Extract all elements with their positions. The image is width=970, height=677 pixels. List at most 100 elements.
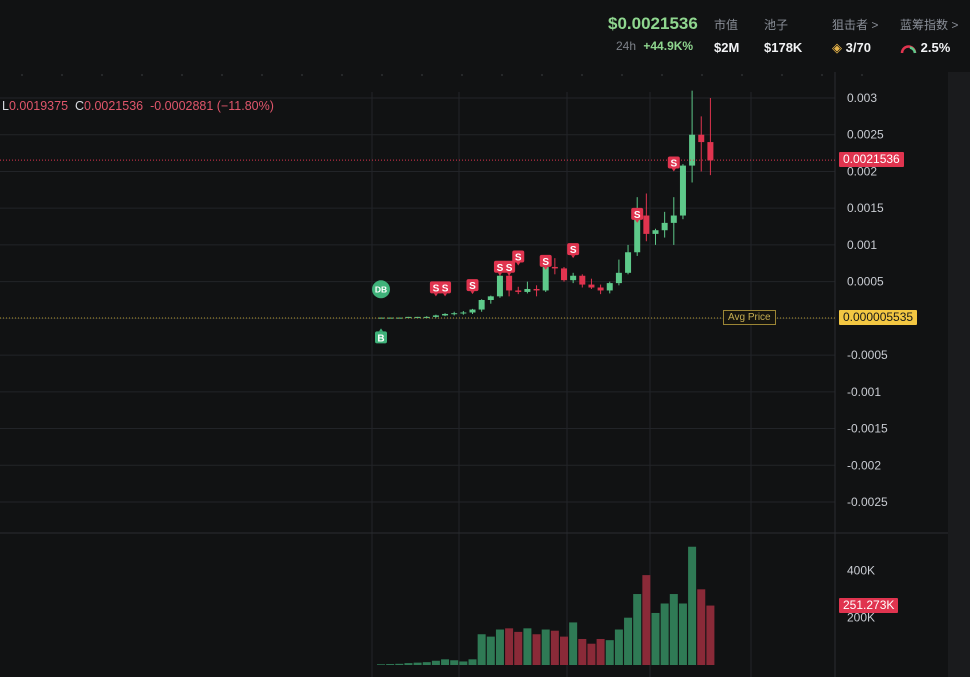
volume-bar (669, 594, 678, 665)
candle-body (460, 312, 467, 314)
sell-marker-label: S (515, 252, 522, 263)
current-price: $0.0021536 (608, 14, 698, 33)
candle-body (451, 313, 458, 315)
sell-marker-tip (571, 255, 576, 259)
sell-marker (503, 260, 516, 273)
sell-marker (667, 156, 680, 169)
db-marker-label: DB (375, 284, 387, 294)
stat-snipers[interactable]: 狙击者 > ◈ 3/70 (832, 16, 878, 56)
stat-value: 2.5% (900, 40, 958, 55)
price-axis-label: 0.0005 (847, 275, 884, 289)
price-axis-label: -0.001 (847, 385, 881, 399)
price-axis-label: -0.0015 (847, 422, 888, 436)
sell-marker-tip (470, 291, 475, 295)
change-label: 24h (616, 39, 637, 53)
price-chart[interactable]: 0.003 0.0025 0.002 0.0015 0.001 0.0005 -0.0005… (0, 72, 948, 677)
volume-bar (560, 636, 568, 665)
sell-marker-tip (443, 293, 448, 297)
volume-bar (569, 622, 578, 665)
volume-bar (578, 638, 587, 665)
candle-body (707, 142, 714, 161)
db-marker (372, 280, 390, 299)
sniper-count: 3/70 (845, 40, 871, 55)
sell-marker-tip (433, 293, 438, 297)
stat-label: 狙击者 > (832, 18, 879, 32)
candle-body (524, 288, 531, 292)
candle-body (661, 222, 668, 231)
sell-marker (631, 207, 644, 220)
change-value: +44.9K% (643, 39, 694, 53)
ohlc-legend: L0.0019375 C0.0021536 -0.0002881 (−11.80… (2, 99, 274, 113)
candle-body (615, 272, 622, 284)
gauge-icon (900, 44, 917, 53)
sell-marker-tip (507, 272, 512, 276)
price-axis-label: -0.0005 (847, 348, 888, 362)
sell-marker (493, 260, 506, 273)
stat-bluechip[interactable]: 蓝筹指数 > 2.5% (900, 16, 958, 55)
sell-marker-label: S (670, 158, 677, 169)
candle-body (506, 275, 513, 291)
volume-bar (413, 662, 422, 665)
sell-marker-tip (543, 266, 548, 270)
stat-value: $2M (714, 40, 740, 55)
volume-bar (441, 659, 450, 665)
sell-marker (466, 279, 479, 292)
sell-marker (439, 281, 452, 294)
candle-body (405, 316, 412, 318)
volume-bar (605, 640, 614, 665)
volume-axis-label: 200K (847, 611, 875, 625)
candle-body (487, 296, 494, 300)
sell-marker-tip (635, 219, 640, 223)
volume-bar (706, 605, 715, 665)
candle-body (698, 134, 705, 143)
volume-bar (377, 664, 385, 665)
candle-body (606, 283, 613, 291)
volume-bar (688, 546, 697, 665)
buy-marker (375, 331, 387, 344)
candle-body (679, 165, 686, 216)
stat-value: ◈ 3/70 (832, 40, 878, 56)
volume-bar (642, 575, 651, 665)
candle-body (570, 275, 577, 281)
avg-price-tag: 0.000005535 (839, 309, 918, 325)
right-panel (948, 72, 970, 677)
candle-body (689, 134, 696, 166)
candle-body (432, 315, 439, 317)
sell-marker-tip (497, 272, 502, 276)
candle-body (579, 275, 586, 285)
token-header: $0.0021536 24h +44.9K% 市值 $2M 池子 $178K 狙… (0, 0, 970, 72)
stat-label: 市值 (714, 18, 739, 32)
candle-body (597, 287, 604, 291)
stat-label: 池子 (764, 18, 789, 32)
volume-bar (550, 630, 559, 665)
candle-body (670, 215, 677, 223)
price-axis-label: -0.002 (847, 458, 881, 472)
sell-marker-label: S (433, 283, 440, 294)
volume-bar (505, 628, 514, 665)
volume-bar (404, 663, 413, 665)
candle-body (496, 275, 503, 297)
candle-body (478, 300, 485, 310)
volume-bar (587, 643, 596, 665)
volume-bar (450, 660, 459, 665)
sell-marker-label: S (506, 263, 513, 274)
stat-value: $178K (764, 40, 803, 55)
volume-bar (651, 612, 660, 665)
ohlc-c-value: 0.0021536 (84, 99, 144, 113)
volume-bar (633, 594, 642, 665)
price-axis-label: 0.003 (847, 91, 877, 105)
candle-body (542, 266, 549, 291)
candle-body (515, 290, 522, 292)
bluechip-value: 2.5% (920, 40, 951, 55)
volume-bar (477, 634, 486, 665)
volume-bar (660, 603, 669, 665)
stat-market-cap: 市值 $2M (714, 16, 739, 55)
volume-bar (395, 663, 404, 665)
candle-body (652, 230, 659, 234)
sell-marker-tip (671, 168, 676, 172)
change-24h: 24h +44.9K% (616, 39, 693, 53)
sell-marker-label: S (469, 281, 476, 292)
volume-last-tag: 251.273K (839, 597, 899, 613)
volume-bar (523, 628, 532, 665)
sell-marker (512, 250, 525, 263)
